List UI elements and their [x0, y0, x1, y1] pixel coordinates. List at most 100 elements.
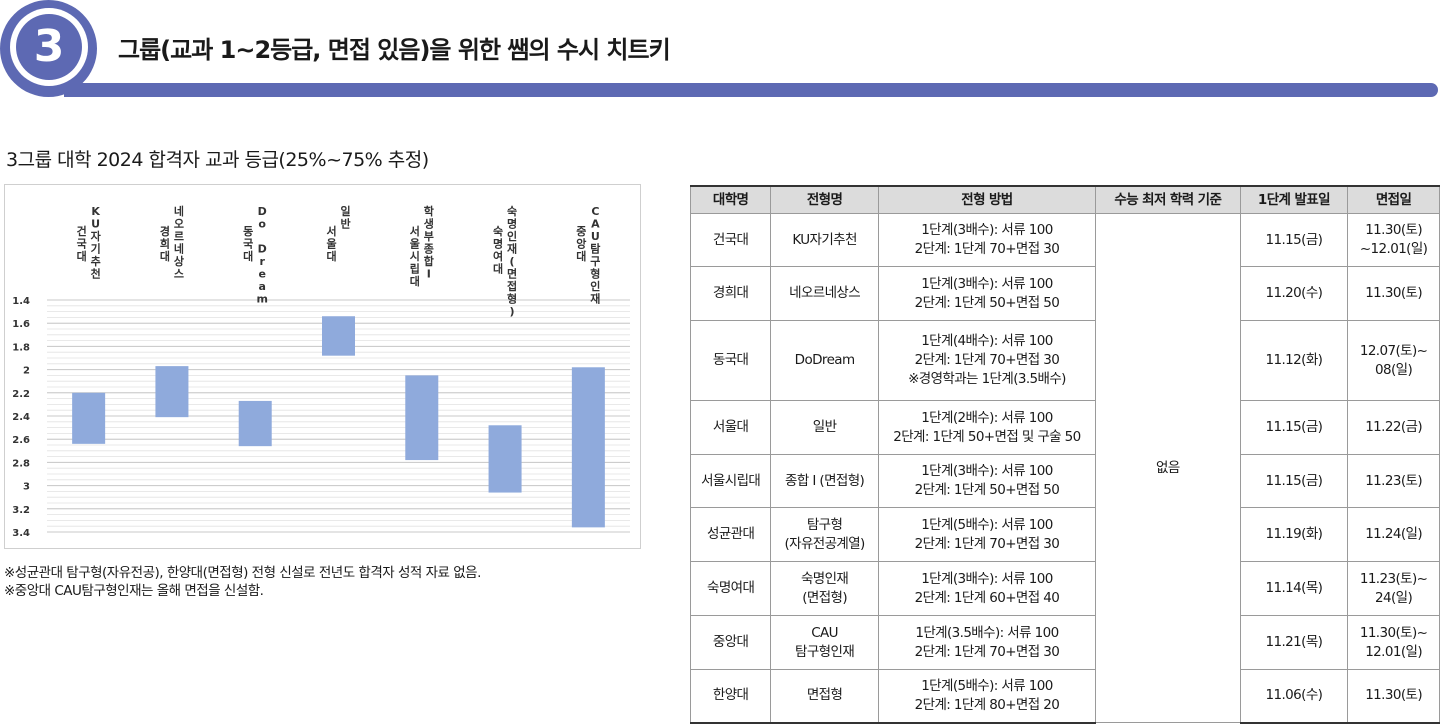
floating-bar-chart: 1.4 1.6 1.8 2 2.2 2.4 2.6 2.8 3 3.2 3.4 건 국 대 K U 자 기 추 천 경… — [12, 204, 630, 539]
cell-univ: 숙명여대 — [689, 561, 772, 616]
cell-method: 1단계(3배수): 서류 100 2단계: 1단계 50+면접 50 — [877, 266, 1097, 321]
cell-stage1: 11.15(금) — [1239, 213, 1349, 267]
range-bar — [488, 425, 522, 493]
bars — [72, 316, 605, 528]
cell-univ: 성균관대 — [689, 507, 772, 562]
y-axis-ticks: 1.4 1.6 1.8 2 2.2 2.4 2.6 2.8 3 3.2 3.4 — [12, 296, 30, 539]
cell-univ: 중앙대 — [689, 615, 772, 670]
cell-stage1: 11.15(금) — [1239, 400, 1349, 455]
cell-method: 1단계(3배수): 서류 100 2단계: 1단계 60+면접 40 — [877, 561, 1097, 616]
cell-csat-minimum: 없음 — [1095, 213, 1241, 723]
cell-stage1: 11.20(수) — [1239, 266, 1349, 321]
col-method: 전형 방법 — [877, 185, 1097, 214]
cell-univ: 동국대 — [689, 320, 772, 401]
cell-track: 네오르네상스 — [770, 266, 879, 321]
col-csat: 수능 최저 학력 기준 — [1095, 185, 1241, 214]
section-badge: 3 — [0, 0, 97, 97]
table-row: 동국대 DoDream 1단계(4배수): 서류 100 2단계: 1단계 70… — [689, 320, 1440, 401]
cell-track: 종합 Ⅰ (면접형) — [770, 454, 879, 508]
cell-method: 1단계(5배수): 서류 100 2단계: 1단계 70+면접 30 — [877, 507, 1097, 562]
range-bar — [571, 367, 605, 528]
cell-interview: 11.30(토)~ 12.01(일) — [1347, 615, 1440, 670]
cell-stage1: 11.19(화) — [1239, 507, 1349, 562]
cell-track: 일반 — [770, 400, 879, 455]
range-bar — [155, 366, 189, 418]
cell-method: 1단계(3.5배수): 서류 100 2단계: 1단계 70+면접 30 — [877, 615, 1097, 670]
y-tick-label: 3.4 — [12, 528, 30, 539]
cell-track: 면접형 — [770, 669, 879, 724]
cell-stage1: 11.15(금) — [1239, 454, 1349, 508]
cell-univ: 한양대 — [689, 669, 772, 724]
table-row: 건국대 KU자기추천 1단계(3배수): 서류 100 2단계: 1단계 70+… — [689, 213, 1440, 723]
gridlines — [47, 299, 630, 533]
range-bar — [405, 375, 439, 461]
range-bar — [238, 400, 272, 447]
cell-interview: 11.30(토) ~12.01(일) — [1347, 213, 1440, 267]
category-label-track: 숙 명 인 재(면 접 형) — [507, 205, 517, 318]
cell-interview: 12.07(토)~ 08(일) — [1347, 320, 1440, 401]
table-row: 서울대 일반 1단계(2배수): 서류 100 2단계: 1단계 50+면접 및… — [689, 400, 1440, 455]
cell-method: 1단계(3배수): 서류 100 2단계: 1단계 70+면접 30 — [877, 213, 1097, 267]
cell-univ: 서울시립대 — [689, 454, 772, 508]
y-tick-label: 1.4 — [12, 296, 30, 307]
header-rule — [64, 83, 1438, 97]
cell-track: 숙명인재 (면접형) — [770, 561, 879, 616]
table-row: 한양대 면접형 1단계(5배수): 서류 100 2단계: 1단계 80+면접 … — [689, 669, 1440, 724]
table-row: 경희대 네오르네상스 1단계(3배수): 서류 100 2단계: 1단계 50+… — [689, 266, 1440, 321]
chart-title: 3그룹 대학 2024 합격자 교과 등급(25%~75% 추정) — [6, 149, 429, 171]
cell-track: CAU 탐구형인재 — [770, 615, 879, 670]
section-number: 3 — [16, 14, 82, 80]
cell-method: 1단계(4배수): 서류 100 2단계: 1단계 70+면접 30 ※경영학과… — [877, 320, 1097, 401]
col-interview: 면접일 — [1347, 185, 1440, 214]
y-tick-label: 2.2 — [12, 389, 30, 400]
y-tick-label: 3.2 — [12, 505, 30, 516]
cell-track: KU자기추천 — [770, 213, 879, 267]
y-tick-label: 3 — [23, 482, 30, 493]
range-bar — [322, 316, 355, 356]
col-univ: 대학명 — [689, 185, 772, 214]
admission-table: 대학명 전형명 전형 방법 수능 최저 학력 기준 1단계 발표일 면접일 건국… — [689, 185, 1440, 724]
y-tick-label: 1.6 — [12, 319, 30, 330]
table-row: 서울시립대 종합 Ⅰ (면접형) 1단계(3배수): 서류 100 2단계: 1… — [689, 454, 1440, 508]
table-row: 중앙대 CAU 탐구형인재 1단계(3.5배수): 서류 100 2단계: 1단… — [689, 615, 1440, 670]
y-tick-label: 2.6 — [12, 435, 30, 446]
cell-interview: 11.22(금) — [1347, 400, 1440, 455]
cell-track: DoDream — [770, 320, 879, 401]
chart-notes: ※성균관대 탐구형(자유전공), 한양대(면접형) 전형 신설로 전년도 합격자… — [4, 564, 481, 600]
table-row: 성균관대 탐구형 (자유전공계열) 1단계(5배수): 서류 100 2단계: … — [689, 507, 1440, 562]
page-title: 그룹(교과 1~2등급, 면접 있음)을 위한 쌤의 수시 치트키 — [118, 36, 671, 64]
cell-method: 1단계(2배수): 서류 100 2단계: 1단계 50+면접 및 구술 50 — [877, 400, 1097, 455]
cell-method: 1단계(3배수): 서류 100 2단계: 1단계 50+면접 50 — [877, 454, 1097, 508]
cell-stage1: 11.21(목) — [1239, 615, 1349, 670]
cell-stage1: 11.06(수) — [1239, 669, 1349, 724]
cell-interview: 11.30(토) — [1347, 266, 1440, 321]
range-bar — [72, 392, 106, 444]
cell-track: 탐구형 (자유전공계열) — [770, 507, 879, 562]
cell-interview: 11.24(일) — [1347, 507, 1440, 562]
y-tick-label: 2.4 — [12, 412, 30, 423]
table-header-row: 대학명 전형명 전형 방법 수능 최저 학력 기준 1단계 발표일 면접일 — [689, 185, 1440, 214]
cell-method: 1단계(5배수): 서류 100 2단계: 1단계 80+면접 20 — [877, 669, 1097, 724]
col-track: 전형명 — [770, 185, 879, 214]
cell-stage1: 11.14(목) — [1239, 561, 1349, 616]
cell-interview: 11.23(토)~ 24(일) — [1347, 561, 1440, 616]
note-2: ※중앙대 CAU탐구형인재는 올해 면접을 신설함. — [4, 583, 264, 599]
y-tick-label: 1.8 — [12, 342, 30, 353]
cell-interview: 11.30(토) — [1347, 669, 1440, 724]
col-stage1: 1단계 발표일 — [1239, 185, 1349, 214]
cell-stage1: 11.12(화) — [1239, 320, 1349, 401]
